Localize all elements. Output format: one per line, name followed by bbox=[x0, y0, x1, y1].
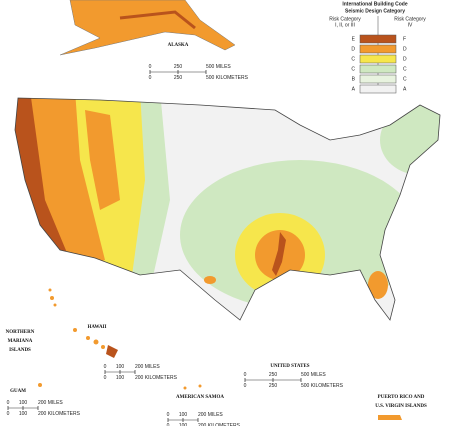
alaska-zone bbox=[119, 10, 196, 30]
legend-letter: C bbox=[351, 56, 355, 62]
place-label: GUAM bbox=[10, 389, 26, 394]
legend-letter: F bbox=[403, 36, 406, 42]
legend-letter: D bbox=[403, 56, 407, 62]
legend-swatch bbox=[359, 64, 397, 74]
scale-label: 200 KILOMETERS bbox=[198, 423, 241, 426]
scale-label: 500 KILOMETERS bbox=[301, 383, 344, 389]
place-label: HAWAII bbox=[88, 325, 107, 330]
scale-label: 200 KILOMETERS bbox=[38, 411, 81, 417]
legend-letter: A bbox=[403, 86, 407, 92]
legend-letter: A bbox=[352, 86, 356, 92]
scale-label: 0 bbox=[104, 364, 107, 370]
scale-label: 0 bbox=[244, 383, 247, 389]
scale-label: 200 KILOMETERS bbox=[135, 375, 178, 381]
legend-title: Seismic Design Category bbox=[345, 8, 405, 14]
scale-label: 200 MILES bbox=[38, 400, 63, 406]
scale-label: 250 bbox=[174, 75, 183, 81]
scale-label: 0 bbox=[167, 412, 170, 418]
legend-letter: C bbox=[403, 66, 407, 72]
scale-label: 0 bbox=[149, 75, 152, 81]
us-outline bbox=[14, 97, 441, 321]
place-label: UNITED STATES bbox=[270, 364, 309, 369]
legend-letter: D bbox=[351, 46, 355, 52]
scale-label: 100 bbox=[116, 375, 125, 381]
place-label: U.S. VIRGIN ISLANDS bbox=[375, 404, 427, 409]
legend-letter: C bbox=[351, 66, 355, 72]
scale-label: 200 MILES bbox=[198, 412, 223, 418]
legend-title: International Building Code bbox=[342, 1, 407, 7]
legend-swatch bbox=[359, 54, 397, 64]
scale-label: 100 bbox=[179, 412, 188, 418]
alaska-shape bbox=[59, 0, 236, 56]
place-label: NORTHERN bbox=[6, 330, 35, 335]
scale-label: 200 MILES bbox=[135, 364, 160, 370]
scale-label: 500 MILES bbox=[206, 64, 231, 70]
legend-letter: C bbox=[403, 76, 407, 82]
scale-label: 0 bbox=[7, 411, 10, 417]
scale-label: 0 bbox=[104, 375, 107, 381]
legend-swatch bbox=[359, 34, 397, 44]
legend-swatch bbox=[359, 44, 397, 54]
scale-label: 250 bbox=[269, 372, 278, 378]
place-label: AMERICAN SAMOA bbox=[176, 395, 224, 400]
place-label: ISLANDS bbox=[9, 348, 31, 353]
legend-header: Risk Category bbox=[394, 16, 426, 22]
scale-label: 100 bbox=[19, 411, 28, 417]
legend-swatch bbox=[359, 74, 397, 84]
scale-label: 0 bbox=[7, 400, 10, 406]
scale-label: 100 bbox=[179, 423, 188, 426]
place-label: PUERTO RICO AND bbox=[378, 395, 425, 400]
scale-label: 100 bbox=[116, 364, 125, 370]
scale-label: 0 bbox=[244, 372, 247, 378]
legend-header: Risk Category bbox=[329, 16, 361, 22]
place-label: MARIANA bbox=[8, 339, 33, 344]
legend-letter: B bbox=[352, 76, 356, 82]
scale-label: 100 bbox=[19, 400, 28, 406]
place-label: ALASKA bbox=[168, 43, 189, 48]
scale-label: 0 bbox=[167, 423, 170, 426]
islands bbox=[38, 288, 402, 420]
scale-label: 250 bbox=[174, 64, 183, 70]
legend-letter: E bbox=[352, 36, 356, 42]
scale-label: 500 KILOMETERS bbox=[206, 75, 249, 81]
legend-header: I, II, or III bbox=[335, 22, 355, 28]
legend-header: IV bbox=[408, 22, 413, 28]
legend-swatch bbox=[359, 84, 397, 94]
scale-label: 250 bbox=[269, 383, 278, 389]
legend-letter: D bbox=[403, 46, 407, 52]
scale-label: 0 bbox=[149, 64, 152, 70]
scale-label: 500 MILES bbox=[301, 372, 326, 378]
